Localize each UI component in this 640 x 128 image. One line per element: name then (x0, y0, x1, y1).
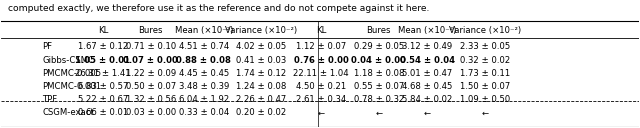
Text: 0.50 ± 0.07: 0.50 ± 0.07 (125, 82, 176, 91)
Text: Mean (×10⁻²): Mean (×10⁻²) (398, 26, 456, 35)
Text: 5.22 ± 0.67: 5.22 ± 0.67 (77, 95, 128, 104)
Text: 0.29 ± 0.05: 0.29 ± 0.05 (354, 42, 404, 51)
Text: 0.33 ± 0.04: 0.33 ± 0.04 (179, 108, 229, 117)
Text: computed exactly, we therefore use it as the reference and do not compete agains: computed exactly, we therefore use it as… (8, 4, 429, 13)
Text: 1.05 ± 0.01: 1.05 ± 0.01 (76, 56, 131, 65)
Text: 26.31 ± 1.41: 26.31 ± 1.41 (75, 69, 131, 78)
Text: 1.18 ± 0.08: 1.18 ± 0.08 (353, 69, 404, 78)
Text: KL: KL (316, 26, 326, 35)
Text: ←: ← (424, 108, 431, 117)
Text: PMCMC-0.001: PMCMC-0.001 (42, 82, 101, 91)
Text: Gibbs-CSMC: Gibbs-CSMC (42, 56, 94, 65)
Text: 4.45 ± 0.45: 4.45 ± 0.45 (179, 69, 229, 78)
Text: 1.22 ± 0.09: 1.22 ± 0.09 (125, 69, 176, 78)
Text: 6.04 ± 1.92: 6.04 ± 1.92 (179, 95, 229, 104)
Text: 1.09 ± 0.50: 1.09 ± 0.50 (460, 95, 510, 104)
Text: 0.20 ± 0.02: 0.20 ± 0.02 (236, 108, 286, 117)
Text: Bures: Bures (367, 26, 391, 35)
Text: 0.41 ± 0.03: 0.41 ± 0.03 (236, 56, 286, 65)
Text: PF: PF (42, 42, 52, 51)
Text: PMCMC-0.005: PMCMC-0.005 (42, 69, 101, 78)
Text: 0.66 ± 0.01: 0.66 ± 0.01 (77, 108, 128, 117)
Text: 4.51 ± 0.74: 4.51 ± 0.74 (179, 42, 229, 51)
Text: 4.02 ± 0.05: 4.02 ± 0.05 (236, 42, 286, 51)
Text: 1.73 ± 0.11: 1.73 ± 0.11 (460, 69, 510, 78)
Text: 1.24 ± 0.08: 1.24 ± 0.08 (236, 82, 287, 91)
Text: Variance (×10⁻²): Variance (×10⁻²) (225, 26, 298, 35)
Text: 5.84 ± 0.02: 5.84 ± 0.02 (402, 95, 452, 104)
Text: 0.04 ± 0.00: 0.04 ± 0.00 (351, 56, 406, 65)
Text: 1.67 ± 0.12: 1.67 ± 0.12 (77, 42, 128, 51)
Text: 1.74 ± 0.12: 1.74 ± 0.12 (236, 69, 286, 78)
Text: 0.07 ± 0.00: 0.07 ± 0.00 (124, 56, 178, 65)
Text: 2.26 ± 0.47: 2.26 ± 0.47 (236, 95, 286, 104)
Text: 0.88 ± 0.08: 0.88 ± 0.08 (177, 56, 231, 65)
Text: 0.55 ± 0.07: 0.55 ± 0.07 (354, 82, 404, 91)
Text: 4.50 ± 0.21: 4.50 ± 0.21 (296, 82, 346, 91)
Text: TPF: TPF (42, 95, 58, 104)
Text: ←: ← (481, 108, 488, 117)
Text: 2.61 ± 0.34: 2.61 ± 0.34 (296, 95, 346, 104)
Text: 3.12 ± 0.49: 3.12 ± 0.49 (402, 42, 452, 51)
Text: Variance (×10⁻²): Variance (×10⁻²) (449, 26, 521, 35)
Text: 1.50 ± 0.07: 1.50 ± 0.07 (460, 82, 510, 91)
Text: Mean (×10⁻²): Mean (×10⁻²) (175, 26, 233, 35)
Text: 0.32 ± 0.02: 0.32 ± 0.02 (460, 56, 510, 65)
Text: 22.11 ± 1.04: 22.11 ± 1.04 (294, 69, 349, 78)
Text: 6.83 ± 0.57: 6.83 ± 0.57 (77, 82, 128, 91)
Text: 5.01 ± 0.47: 5.01 ± 0.47 (402, 69, 452, 78)
Text: 3.48 ± 0.39: 3.48 ± 0.39 (179, 82, 229, 91)
Text: CSGM-exact: CSGM-exact (42, 108, 94, 117)
Text: 0.03 ± 0.00: 0.03 ± 0.00 (125, 108, 176, 117)
Text: 2.33 ± 0.05: 2.33 ± 0.05 (460, 42, 510, 51)
Text: ←: ← (317, 108, 325, 117)
Text: 0.78 ± 0.32: 0.78 ± 0.32 (353, 95, 404, 104)
Text: 1.12 ± 0.07: 1.12 ± 0.07 (296, 42, 346, 51)
Text: 0.54 ± 0.04: 0.54 ± 0.04 (400, 56, 455, 65)
Text: KL: KL (98, 26, 108, 35)
Text: 0.71 ± 0.10: 0.71 ± 0.10 (125, 42, 176, 51)
Text: 4.68 ± 0.45: 4.68 ± 0.45 (402, 82, 452, 91)
Text: ←: ← (375, 108, 382, 117)
Text: Bures: Bures (138, 26, 163, 35)
Text: 0.76 ± 0.00: 0.76 ± 0.00 (294, 56, 349, 65)
Text: 1.32 ± 0.56: 1.32 ± 0.56 (125, 95, 176, 104)
